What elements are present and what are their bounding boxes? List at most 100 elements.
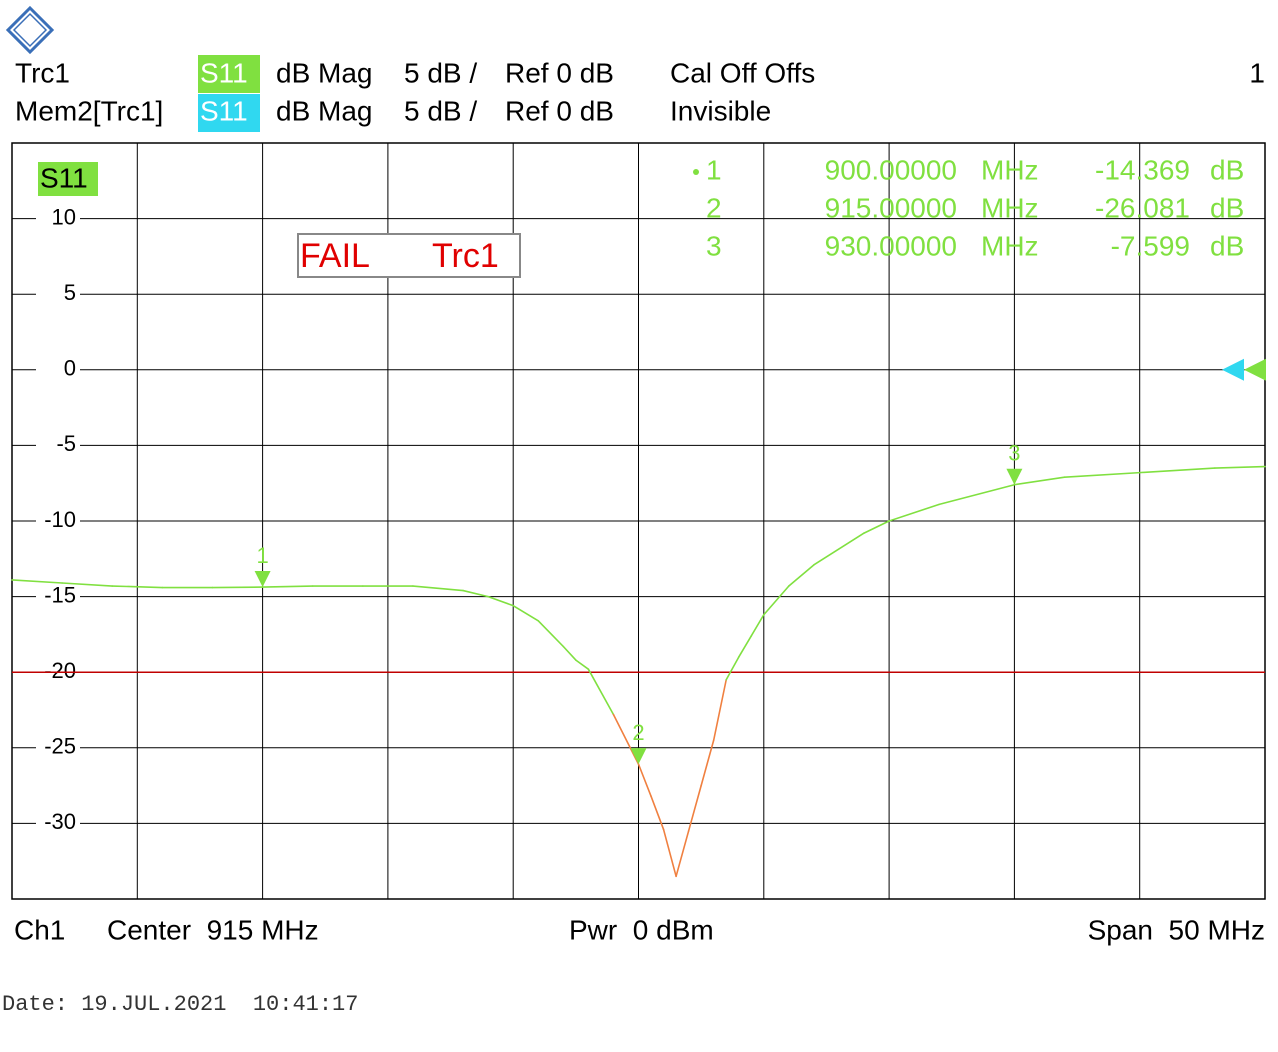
y-tick-label: 10: [52, 204, 76, 229]
footer-center: Center 915 MHz: [107, 914, 319, 945]
marker-label: 3: [1008, 441, 1020, 466]
trace-segment: [412, 585, 464, 592]
marker-table-y: -14.369: [1095, 154, 1190, 185]
y-tick-label: 0: [64, 356, 76, 381]
y-tick-label: 5: [64, 280, 76, 305]
trace-segment: [662, 828, 677, 878]
trace-segment: [675, 830, 690, 878]
y-tick-label: -5: [56, 431, 76, 456]
marker-table-number: 1: [706, 154, 722, 185]
footer-channel: Ch1: [14, 914, 65, 945]
trace-segment: [938, 483, 1016, 506]
trace-segment: [650, 795, 665, 831]
param: S11: [200, 57, 248, 88]
tick-label-bg: [36, 809, 80, 838]
limit-trace: Trc1: [432, 237, 499, 275]
logo-inner: [12, 12, 48, 48]
marker: [254, 571, 271, 588]
trace-segment: [1013, 476, 1066, 486]
trace-segment: [637, 763, 652, 797]
tick-label-bg: [36, 733, 80, 762]
status: Invisible: [670, 95, 771, 126]
trace-name: Mem2[Trc1]: [15, 95, 163, 126]
trace-segment: [888, 503, 941, 522]
y-tick-label: -25: [44, 734, 76, 759]
marker-table-y: -26.081: [1095, 192, 1190, 223]
tick-label-bg: [36, 280, 80, 309]
ref-arrow: [1244, 358, 1266, 381]
marker-table-number: 3: [706, 230, 722, 261]
marker-label: 2: [632, 720, 644, 745]
trace-segment: [762, 585, 790, 616]
trace-segment: [687, 784, 702, 832]
y-tick-label: -15: [44, 582, 76, 607]
date: Date: 19.JUL.2021 10:41:17: [2, 992, 358, 1017]
tick-label-bg: [36, 582, 80, 611]
channel: 1: [1249, 57, 1265, 88]
trace-segment: [462, 589, 489, 598]
tick-label-bg: [36, 507, 80, 535]
marker-table-y-unit: dB: [1210, 154, 1244, 185]
tick-label-bg: [36, 204, 80, 233]
trace-segment: [700, 739, 715, 787]
trace-segment: [512, 604, 540, 622]
active-marker-dot: [693, 169, 699, 175]
trace-segment: [1063, 471, 1141, 478]
marker-table-x-unit: MHz: [981, 154, 1039, 185]
marker-table-x: 900.00000: [825, 154, 957, 185]
marker-table-x: 930.00000: [825, 230, 957, 261]
marker: [630, 748, 647, 765]
limit-box: [297, 233, 521, 278]
marker: [1006, 468, 1023, 485]
logo: [5, 5, 55, 55]
trace-segment: [11, 579, 63, 584]
marker-table-number: 2: [706, 192, 722, 223]
trace-segment: [61, 582, 114, 587]
ref-arrow-mem: [1222, 358, 1244, 381]
trace-segment: [788, 564, 815, 587]
marker-table-y-unit: dB: [1210, 230, 1244, 261]
marker-table-x-unit: MHz: [981, 230, 1039, 261]
trace-label: S11: [40, 162, 88, 193]
param-badge: [198, 94, 260, 132]
ref: Ref 0 dB: [505, 57, 614, 88]
status: Cal Off Offs: [670, 57, 815, 88]
plot: 10 5 0 -5 -10 -15 -20 -25 -30 S11 FAIL Trc1 1 1 900.00…: [11, 142, 1266, 900]
trace-segment: [1138, 467, 1216, 474]
marker-table-y-unit: dB: [1210, 192, 1244, 223]
trace-segment: [712, 678, 728, 742]
scale: 5 dB /: [404, 95, 477, 126]
y-tick-label: -20: [44, 658, 76, 683]
marker-table-x-unit: MHz: [981, 192, 1039, 223]
trace-segment: [612, 713, 640, 765]
tick-label-bg: [36, 431, 80, 460]
trace-badge: [38, 162, 98, 196]
ref: Ref 0 dB: [505, 95, 614, 126]
trace-segment: [1214, 465, 1266, 469]
param-badge: [198, 55, 260, 93]
plot-frame: [11, 142, 1266, 900]
marker-table-y: -7.599: [1111, 230, 1190, 261]
trace-segment: [750, 613, 765, 637]
trace-segment: [487, 595, 515, 607]
trace-segment: [737, 635, 753, 658]
trace-name: Trc1: [15, 57, 70, 88]
limit-status: FAIL: [300, 237, 370, 275]
param: S11: [200, 95, 248, 126]
footer-power: Pwr 0 dBm: [569, 914, 714, 945]
y-tick-label: -30: [44, 809, 76, 834]
logo-diamond: [5, 5, 55, 55]
format: dB Mag: [276, 95, 373, 126]
format: dB Mag: [276, 57, 373, 88]
trace-segment: [863, 520, 890, 534]
scale: 5 dB /: [404, 57, 477, 88]
trace-segment: [111, 585, 164, 589]
tick-label-bg: [36, 355, 80, 384]
trace-segment: [261, 585, 314, 588]
trace-segment: [537, 619, 565, 648]
trace-segment: [725, 656, 740, 681]
footer-span: Span 50 MHz: [1088, 914, 1265, 945]
trace-segment: [575, 659, 590, 670]
